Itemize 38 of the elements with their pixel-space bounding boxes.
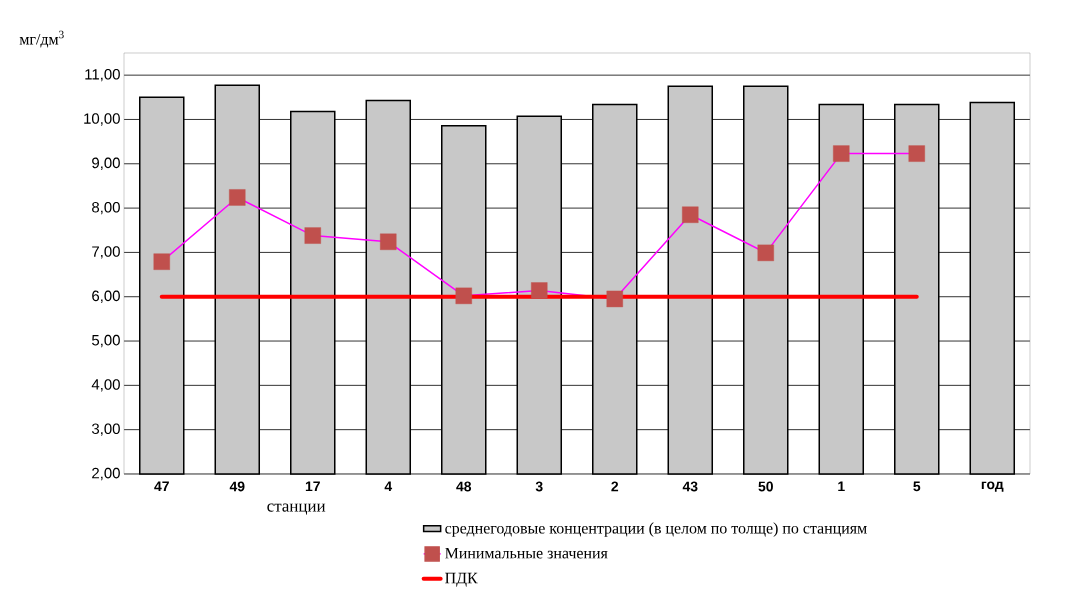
x-tick-label: 1 [838, 481, 845, 492]
legend-label: ПДК [445, 572, 478, 587]
legend-label: Минимальные значения [445, 547, 608, 559]
x-tick-label: 49 [229, 481, 245, 492]
y-tick-label: 11,00 [85, 68, 120, 82]
x-tick-label: год [981, 481, 1004, 492]
point [455, 287, 472, 305]
x-tick-label: 50 [758, 481, 773, 492]
x-tick-label: 17 [305, 481, 320, 492]
point [304, 227, 321, 244]
point [833, 145, 850, 162]
y-tick-label: 2,00 [92, 467, 120, 481]
y-tick-label: 5,00 [92, 334, 120, 348]
x-tick-label: 3 [535, 481, 543, 492]
x-tick-label: 5 [913, 481, 921, 492]
point [682, 206, 699, 223]
x-tick-label: 47 [154, 481, 169, 492]
y-tick-label: 3,00 [91, 423, 120, 436]
x-tick-label: 2 [611, 481, 619, 492]
point [908, 145, 925, 162]
y-tick-label: 4,00 [91, 379, 120, 392]
point [153, 253, 170, 270]
y-axis-title: мг/дм$^{3}$ [19, 30, 64, 48]
point [531, 282, 548, 299]
point [229, 189, 246, 206]
x-tick-label: 43 [682, 481, 698, 492]
x-tick-label: 48 [456, 481, 472, 492]
y-tick-label: 7,00 [92, 246, 120, 259]
legend-label: среднегодовые концентрации (в целом по толще) по станциям [445, 522, 867, 537]
y-tick-label: 6,00 [92, 290, 120, 303]
x-axis-title: станции [267, 503, 326, 515]
point [757, 244, 774, 262]
y-tick-label: 8,00 [92, 201, 120, 215]
point [380, 233, 397, 250]
x-tick-label: 4 [384, 481, 393, 492]
point [606, 290, 623, 308]
y-tick-label: 9,00 [92, 157, 120, 170]
y-tick-label: 10,00 [84, 113, 120, 126]
